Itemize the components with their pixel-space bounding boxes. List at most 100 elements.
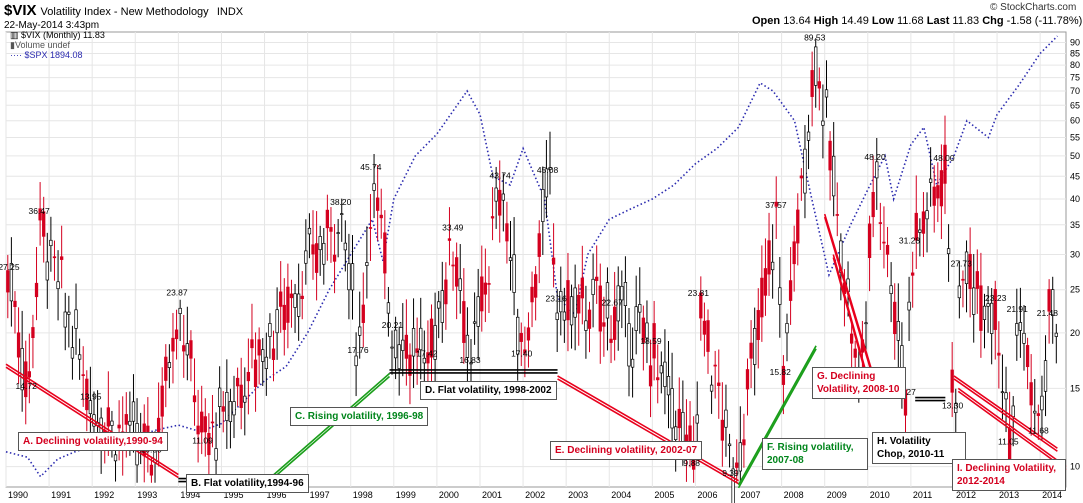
exchange: INDX <box>216 6 244 18</box>
x-tick-label: 1992 <box>94 490 114 500</box>
candle-body <box>878 222 883 224</box>
x-tick-label: 1997 <box>310 490 330 500</box>
candle-body <box>508 257 513 261</box>
candle-body <box>329 227 333 232</box>
candle-body <box>972 287 976 315</box>
legend-volume-label: Volume undef <box>14 40 70 50</box>
candle-body <box>131 401 136 422</box>
candle-body <box>950 369 954 393</box>
candle-body <box>433 325 437 360</box>
candle-body <box>799 175 804 179</box>
candle-body <box>268 323 272 337</box>
high-label: High <box>813 15 839 27</box>
candle-body <box>1018 322 1023 331</box>
candle-body <box>411 328 416 357</box>
candle-body <box>727 443 732 447</box>
price-label: 23.81 <box>688 288 710 298</box>
trend-line <box>5 366 179 479</box>
candle-body <box>623 282 628 306</box>
candle-body <box>390 346 394 349</box>
candle-body <box>171 337 175 352</box>
candle-body <box>562 311 567 321</box>
candle-body <box>343 242 347 251</box>
candle-icon: ▥ <box>10 30 19 40</box>
candle-body <box>630 358 635 368</box>
spx-line <box>5 35 1058 478</box>
candle-body <box>437 301 441 309</box>
candle-body <box>490 216 495 219</box>
candle-body <box>990 302 994 334</box>
x-tick-label: 2013 <box>999 490 1019 500</box>
candle-body <box>957 285 962 299</box>
y-tick-label: 35 <box>1070 220 1080 230</box>
x-tick-label: 2008 <box>784 490 804 500</box>
candle-body <box>200 411 204 433</box>
trend-line <box>953 378 1058 452</box>
candle-body <box>821 120 825 126</box>
candle-body <box>426 352 430 364</box>
candle-body <box>544 168 549 198</box>
candle-body <box>559 291 563 313</box>
x-tick-label: 2004 <box>611 490 631 500</box>
candle-body <box>296 293 301 317</box>
candle-body <box>1004 392 1008 400</box>
price-label: 45.74 <box>360 162 382 172</box>
candle-body <box>627 323 631 367</box>
candle-body <box>699 292 703 319</box>
candle-body <box>641 317 646 343</box>
x-tick-label: 1990 <box>8 490 28 500</box>
credit: © StockCharts.com <box>990 2 1077 13</box>
candle-body <box>88 400 93 415</box>
candle-body <box>914 212 918 241</box>
candle-body <box>526 327 531 341</box>
candle-body <box>419 327 423 351</box>
x-tick-label: 1999 <box>396 490 416 500</box>
candle-body <box>753 328 757 365</box>
candle-body <box>505 223 509 242</box>
candle-body <box>720 419 725 441</box>
candle-body <box>781 365 786 385</box>
volume-icon: ▮ <box>10 40 15 50</box>
candle-body <box>106 407 110 427</box>
candle-body <box>189 340 193 359</box>
candle-body <box>638 304 642 313</box>
annotation-a: A. Declining volatility,1990-94 <box>18 432 168 451</box>
candle-body <box>964 251 969 285</box>
candle-body <box>832 155 836 197</box>
candle-body <box>207 432 211 456</box>
candle-body <box>1043 360 1048 392</box>
price-label: 21.48 <box>1037 308 1059 318</box>
candle-body <box>77 354 82 360</box>
candle-body <box>447 238 452 241</box>
candle-body <box>605 282 610 319</box>
high-value: 14.49 <box>841 15 869 27</box>
candle-body <box>724 409 728 428</box>
candle-body <box>501 193 505 201</box>
candle-body <box>835 214 839 216</box>
trend-line <box>832 257 869 382</box>
candle-body <box>760 277 764 318</box>
price-label: 27.73 <box>951 259 973 269</box>
x-tick-label: 1991 <box>51 490 71 500</box>
candle-body <box>936 185 940 199</box>
x-tick-label: 1996 <box>267 490 287 500</box>
y-tick-label: 45 <box>1070 171 1080 181</box>
y-tick-label: 60 <box>1070 116 1080 126</box>
candle-body <box>982 305 987 320</box>
trend-line <box>823 216 878 390</box>
candle-body <box>666 375 671 396</box>
candle-body <box>709 384 714 392</box>
price-label: 21.91 <box>1007 304 1029 314</box>
candle-body <box>928 178 933 183</box>
candle-body <box>372 183 376 191</box>
candle-body <box>415 348 419 353</box>
candle-body <box>1011 405 1015 417</box>
candle-body <box>239 384 243 408</box>
legend-vix-label: $VIX (Monthly) 11.83 <box>21 30 105 40</box>
candle-body <box>849 333 854 344</box>
x-tick-label: 2014 <box>1042 490 1062 500</box>
y-tick-label: 70 <box>1070 86 1080 96</box>
candle-body <box>512 254 516 293</box>
candle-body <box>218 387 222 407</box>
